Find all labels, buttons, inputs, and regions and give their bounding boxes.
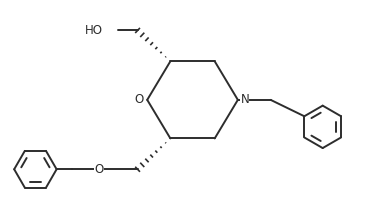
Text: O: O	[134, 93, 143, 106]
Text: HO: HO	[85, 24, 103, 37]
Text: O: O	[94, 163, 104, 176]
Text: N: N	[240, 93, 249, 106]
